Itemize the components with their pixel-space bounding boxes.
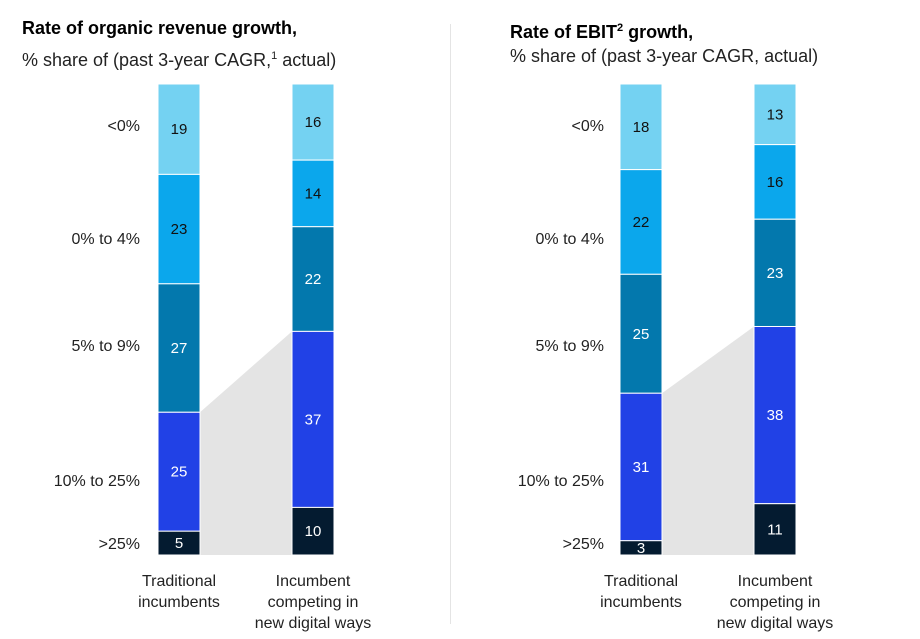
category-label-g10to25: 10% to 25% bbox=[518, 473, 604, 490]
bar-segment-traditional-g5to9 bbox=[619, 273, 663, 394]
data-label: 38 bbox=[767, 407, 784, 424]
left-chart-subtitle: % share of (past 3-year CAGR,1 actual) bbox=[22, 50, 337, 70]
data-label: 18 bbox=[633, 119, 650, 136]
right-chart-title: Rate of EBIT2 growth, bbox=[510, 22, 694, 42]
data-label: 25 bbox=[171, 464, 188, 481]
data-label: 19 bbox=[171, 121, 188, 138]
data-label: 22 bbox=[305, 271, 322, 288]
bar-segment-digital-gt25 bbox=[753, 503, 797, 556]
growth-connector-shape bbox=[200, 331, 292, 555]
data-label: 31 bbox=[633, 459, 650, 476]
data-label: 5 bbox=[175, 535, 183, 552]
category-label-g5to9: 5% to 9% bbox=[72, 338, 140, 355]
right-panel: Rate of EBIT2 growth, % share of (past 3… bbox=[460, 0, 920, 639]
bar-segment-traditional-lt0 bbox=[619, 83, 663, 171]
x-label-traditional: incumbents bbox=[600, 594, 682, 611]
left-panel: Rate of organic revenue growth, % share … bbox=[22, 18, 372, 632]
data-label: 16 bbox=[767, 174, 784, 191]
bar-segment-digital-g0to4 bbox=[291, 159, 335, 228]
data-label: 25 bbox=[633, 326, 650, 343]
left-stacked-bar-chart: 19 23 27 25 5 16 14 22 37 10 <0% 0% to 4% 5% to 9% 10… bbox=[54, 83, 372, 632]
bar-segment-digital-g5to9 bbox=[291, 226, 335, 332]
category-label-g5to9: 5% to 9% bbox=[536, 338, 604, 355]
bar-segment-traditional-g5to9 bbox=[157, 283, 201, 413]
data-label: 23 bbox=[767, 265, 784, 282]
data-label: 16 bbox=[305, 114, 322, 131]
category-label-g10to25: 10% to 25% bbox=[54, 473, 140, 490]
bar-segment-traditional-lt0 bbox=[157, 83, 201, 175]
data-label: 13 bbox=[767, 106, 784, 123]
bar-segment-digital-g10to25 bbox=[753, 325, 797, 505]
bar-segment-digital-lt0 bbox=[753, 83, 797, 146]
x-label-traditional: Traditional bbox=[604, 573, 678, 590]
data-label: 23 bbox=[171, 221, 188, 238]
x-label-digital: Incumbent bbox=[738, 573, 813, 590]
bar-segment-traditional-g10to25 bbox=[619, 392, 663, 542]
data-label: 27 bbox=[171, 340, 188, 357]
left-chart-title: Rate of organic revenue growth, bbox=[22, 18, 298, 38]
right-chart-subtitle: % share of (past 3-year CAGR, actual) bbox=[510, 46, 819, 66]
x-label-digital: new digital ways bbox=[255, 615, 372, 632]
category-label-gt25: >25% bbox=[563, 536, 604, 553]
x-label-digital: competing in bbox=[730, 594, 821, 611]
category-label-lt0: <0% bbox=[572, 118, 604, 135]
x-label-digital: competing in bbox=[268, 594, 359, 611]
x-label-digital: new digital ways bbox=[717, 615, 834, 632]
bar-segment-digital-g0to4 bbox=[753, 144, 797, 220]
bar-segment-traditional-gt25 bbox=[157, 530, 201, 556]
category-label-g0to4: 0% to 4% bbox=[72, 231, 140, 248]
panel-divider bbox=[450, 24, 451, 624]
x-label-digital: Incumbent bbox=[276, 573, 351, 590]
bar-segment-digital-g5to9 bbox=[753, 218, 797, 327]
bar-segment-traditional-gt25 bbox=[619, 540, 663, 556]
x-label-traditional: Traditional bbox=[142, 573, 216, 590]
category-label-gt25: >25% bbox=[99, 536, 140, 553]
category-label-g0to4: 0% to 4% bbox=[536, 231, 604, 248]
data-label: 14 bbox=[305, 185, 322, 202]
right-stacked-bar-chart: 18 22 25 31 3 13 16 23 38 11 <0% 0% to 4% 5% to 9% 10… bbox=[518, 83, 834, 632]
bar-segment-digital-lt0 bbox=[291, 83, 335, 161]
data-label: 22 bbox=[633, 214, 650, 231]
bar-segment-traditional-g0to4 bbox=[619, 169, 663, 275]
data-label: 11 bbox=[767, 521, 783, 538]
growth-connector-shape bbox=[662, 326, 754, 555]
x-label-traditional: incumbents bbox=[138, 594, 220, 611]
bar-segment-traditional-g10to25 bbox=[157, 411, 201, 532]
data-label: 37 bbox=[305, 411, 322, 428]
data-label: 10 bbox=[305, 523, 322, 540]
bar-segment-digital-g10to25 bbox=[291, 330, 335, 508]
bar-segment-digital-gt25 bbox=[291, 506, 335, 556]
data-label: 3 bbox=[637, 540, 645, 557]
category-label-lt0: <0% bbox=[108, 118, 140, 135]
